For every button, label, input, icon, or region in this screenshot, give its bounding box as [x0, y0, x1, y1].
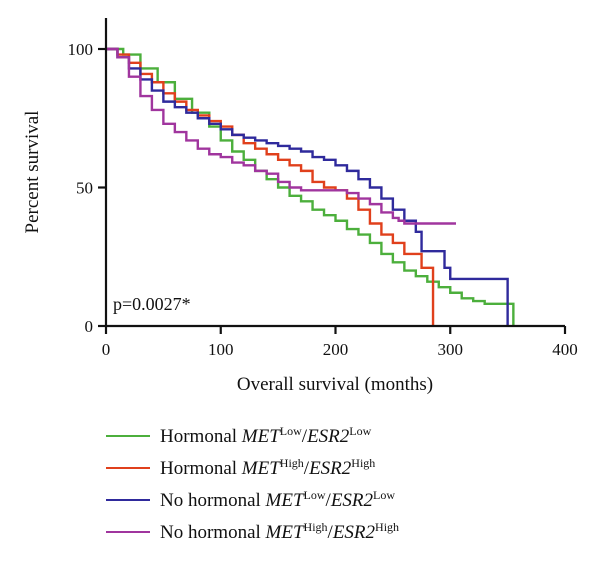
legend-swatch [106, 531, 150, 533]
survival-curve-1 [106, 47, 515, 326]
legend-label: No hormonal METLow/ESR2Low [160, 488, 396, 511]
survival-curve-4 [106, 47, 456, 225]
legend-item: Hormonal METHigh/ESR2High [106, 452, 399, 484]
survival-curve-3 [106, 47, 509, 326]
ticks-layer: 0 100 200 300 400 0 50 100 [68, 40, 578, 359]
survival-chart: 0 100 200 300 400 0 50 100 p=0.0027* Overall su… [22, 18, 578, 395]
survival-curve-2 [106, 47, 435, 326]
x-axis-title: Overall survival (months) [237, 374, 433, 395]
p-value-annotation: p=0.0027* [113, 294, 191, 314]
legend: Hormonal METLow/ESR2Low Hormonal METHigh… [106, 420, 399, 548]
x-tick-label: 100 [208, 340, 234, 359]
legend-swatch [106, 467, 150, 469]
legend-label: Hormonal METLow/ESR2Low [160, 424, 372, 447]
y-axis-title: Percent survival [22, 111, 43, 234]
y-tick-label: 50 [76, 179, 93, 198]
x-tick-label: 0 [102, 340, 111, 359]
legend-item: Hormonal METLow/ESR2Low [106, 420, 399, 452]
legend-item: No hormonal METHigh/ESR2High [106, 516, 399, 548]
legend-swatch [106, 499, 150, 501]
x-tick-label: 400 [552, 340, 578, 359]
series-layer [106, 47, 515, 326]
y-tick-label: 100 [68, 40, 94, 59]
legend-label: Hormonal METHigh/ESR2High [160, 456, 376, 479]
x-tick-label: 200 [323, 340, 349, 359]
legend-label: No hormonal METHigh/ESR2High [160, 520, 400, 543]
legend-item: No hormonal METLow/ESR2Low [106, 484, 399, 516]
y-tick-label: 0 [85, 317, 94, 336]
legend-swatch [106, 435, 150, 437]
x-tick-label: 300 [438, 340, 464, 359]
